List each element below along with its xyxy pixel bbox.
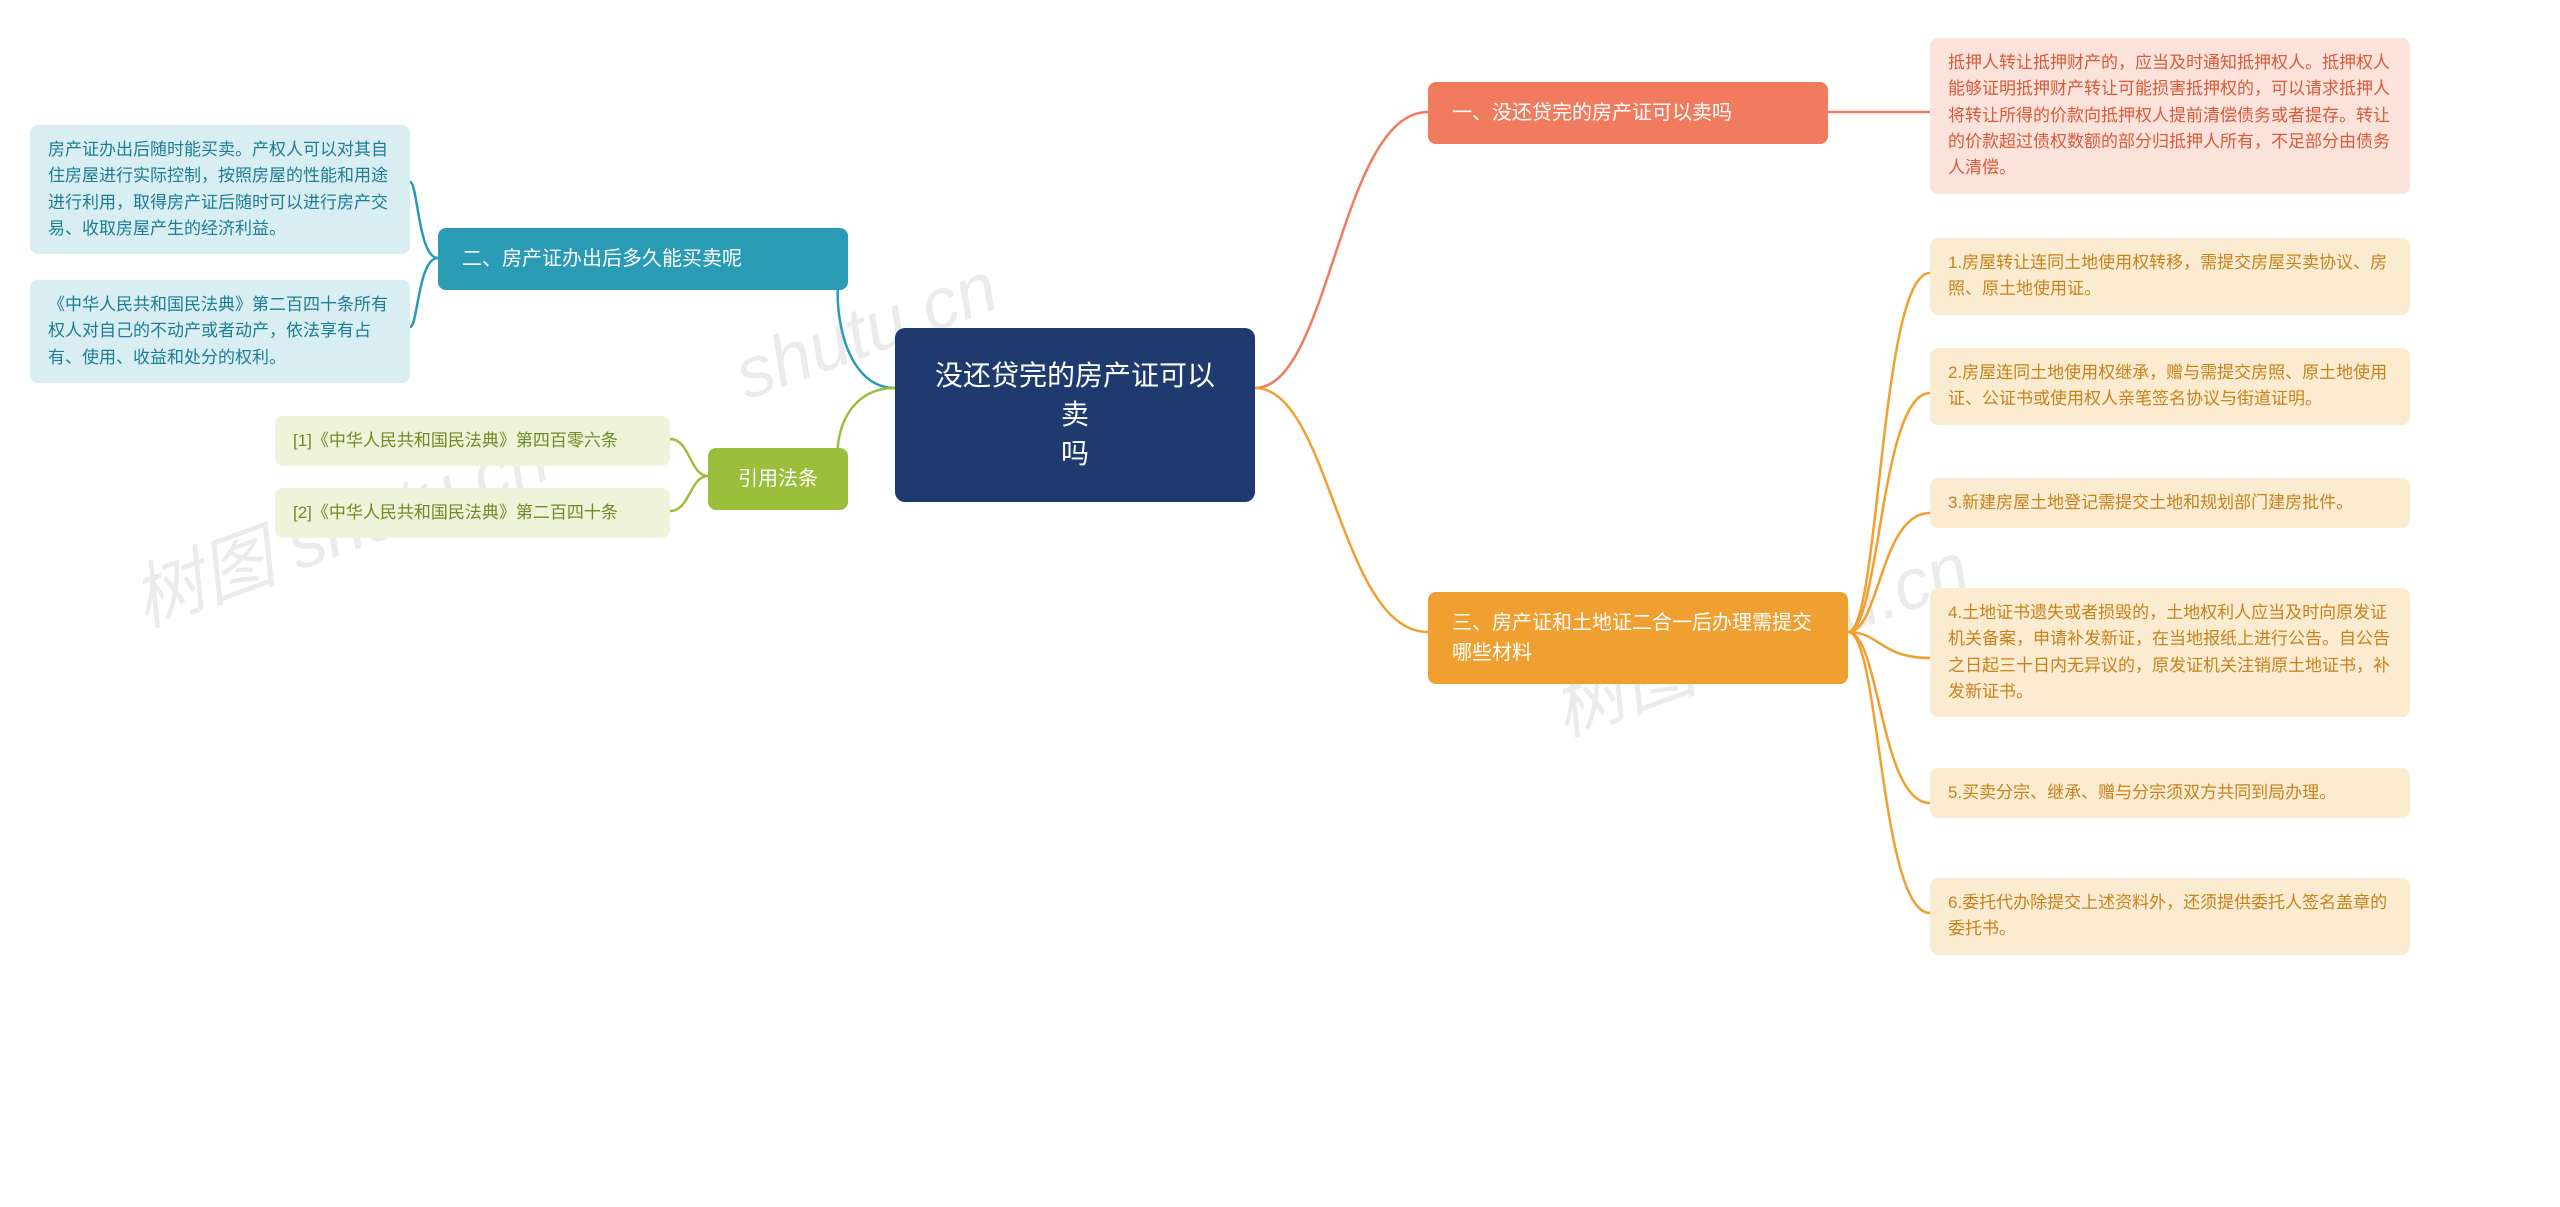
leaf-l2-0[interactable]: 房产证办出后随时能买卖。产权人可以对其自住房屋进行实际控制，按照房屋的性能和用途… xyxy=(30,125,410,254)
leaf-r3-0[interactable]: 1.房屋转让连同土地使用权转移，需提交房屋买卖协议、房照、原土地使用证。 xyxy=(1930,238,2410,315)
branch-ref[interactable]: 引用法条 xyxy=(708,448,848,510)
branch-r1[interactable]: 一、没还贷完的房产证可以卖吗 xyxy=(1428,82,1828,144)
center-node[interactable]: 没还贷完的房产证可以卖吗 xyxy=(895,328,1255,502)
branch-l2[interactable]: 二、房产证办出后多久能买卖呢 xyxy=(438,228,848,290)
leaf-r3-3[interactable]: 4.土地证书遗失或者损毁的，土地权利人应当及时向原发证机关备案，申请补发新证，在… xyxy=(1930,588,2410,717)
leaf-r3-4[interactable]: 5.买卖分宗、继承、赠与分宗须双方共同到局办理。 xyxy=(1930,768,2410,818)
leaf-r3-1[interactable]: 2.房屋连同土地使用权继承，赠与需提交房照、原土地使用证、公证书或使用权人亲笔签… xyxy=(1930,348,2410,425)
leaf-r3-2[interactable]: 3.新建房屋土地登记需提交土地和规划部门建房批件。 xyxy=(1930,478,2410,528)
leaf-r1-0[interactable]: 抵押人转让抵押财产的，应当及时通知抵押权人。抵押权人能够证明抵押财产转让可能损害… xyxy=(1930,38,2410,194)
leaf-r3-5[interactable]: 6.委托代办除提交上述资料外，还须提供委托人签名盖章的委托书。 xyxy=(1930,878,2410,955)
branch-r3[interactable]: 三、房产证和土地证二合一后办理需提交哪些材料 xyxy=(1428,592,1848,684)
leaf-ref-1[interactable]: [2]《中华人民共和国民法典》第二百四十条 xyxy=(275,488,670,538)
leaf-l2-1[interactable]: 《中华人民共和国民法典》第二百四十条所有权人对自己的不动产或者动产，依法享有占有… xyxy=(30,280,410,383)
leaf-ref-0[interactable]: [1]《中华人民共和国民法典》第四百零六条 xyxy=(275,416,670,466)
